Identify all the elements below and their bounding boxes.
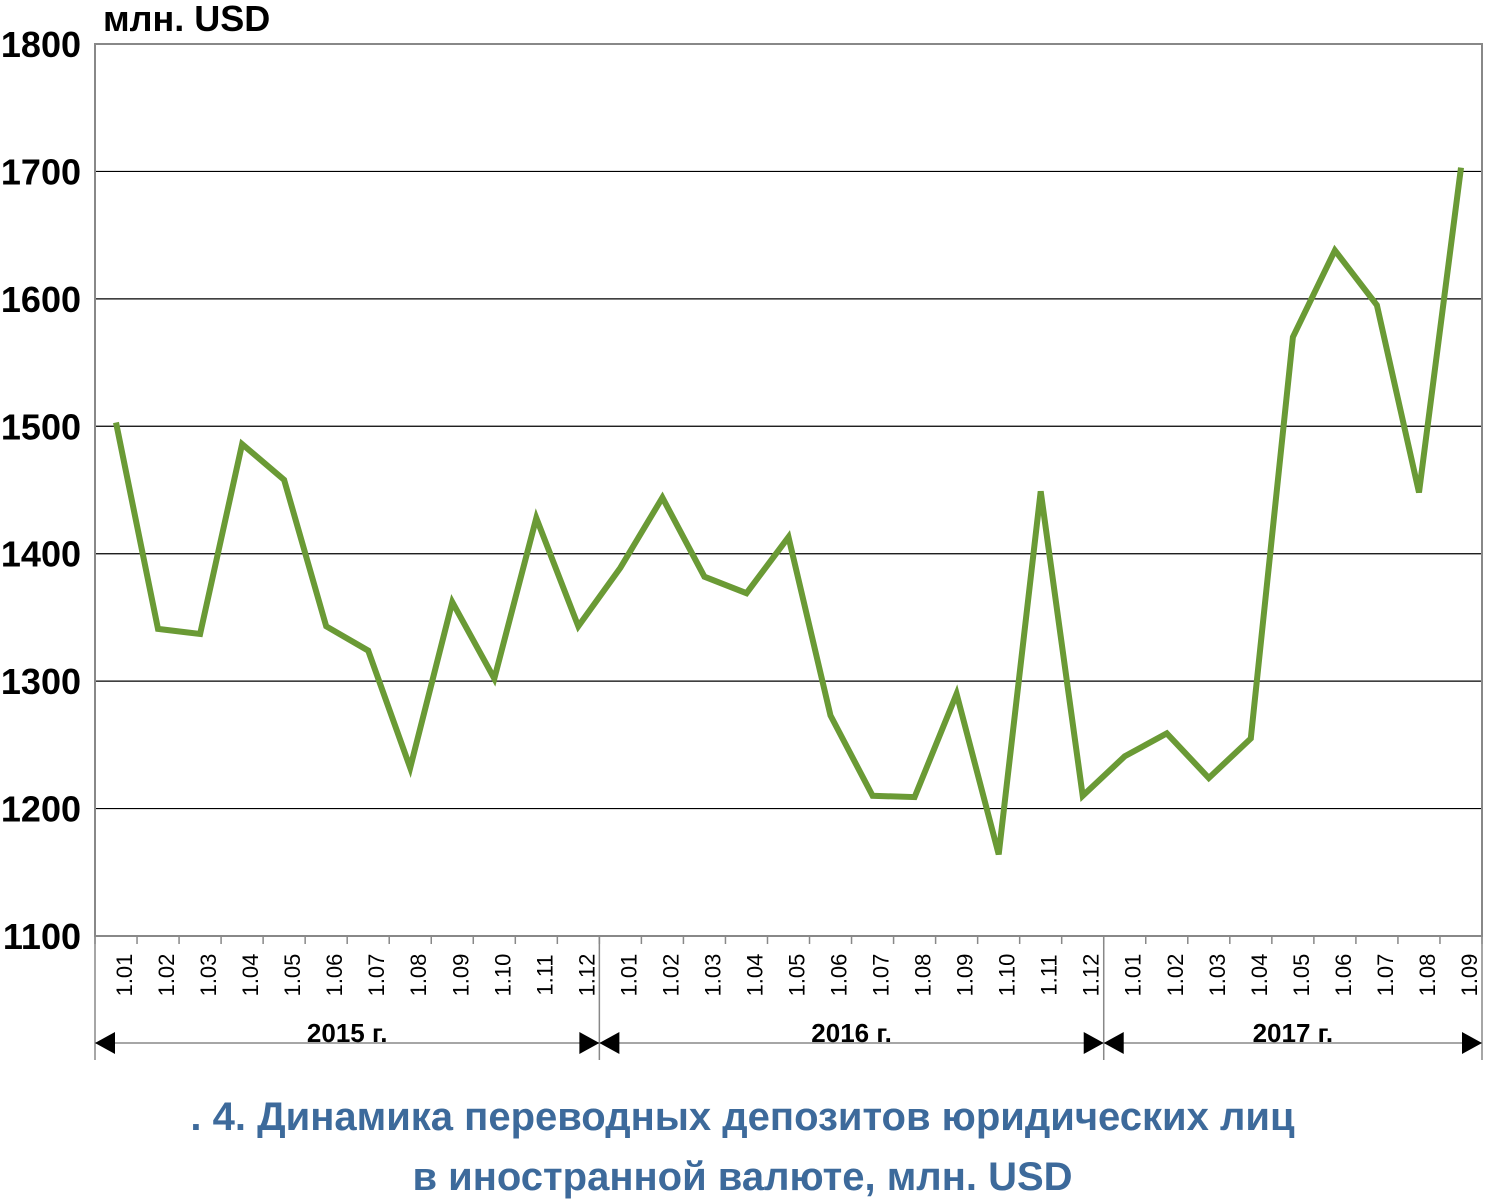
arrow-left-icon bbox=[1103, 1032, 1124, 1054]
arrow-left-icon bbox=[95, 1032, 115, 1054]
x-tick-label: 1.02 bbox=[658, 954, 683, 997]
x-tick-label: 1.07 bbox=[869, 954, 894, 997]
y-tick-label: 1500 bbox=[1, 406, 81, 447]
x-tick-label: 1.01 bbox=[616, 954, 641, 997]
x-tick-label: 1.05 bbox=[1289, 954, 1314, 997]
x-tick-label: 1.04 bbox=[742, 954, 767, 997]
x-tick-label: 1.10 bbox=[490, 954, 515, 997]
x-tick-label: 1.08 bbox=[911, 954, 936, 997]
x-tick-label: 1.09 bbox=[1457, 954, 1482, 997]
x-tick-labels: 1.01 1.02 1.03 1.04 1.05 1.06 1.07 1.08 1.09 1.10… bbox=[94, 935, 1483, 997]
year-group-label: 2017 г. bbox=[1253, 1018, 1334, 1048]
x-tick-label: 1.06 bbox=[827, 954, 852, 997]
arrow-left-icon bbox=[599, 1032, 620, 1054]
x-tick-label: 1.09 bbox=[448, 954, 473, 997]
x-tick-label: 1.08 bbox=[1415, 954, 1440, 997]
year-group-label: 2015 г. bbox=[307, 1018, 388, 1048]
x-tick-label: 1.12 bbox=[1079, 954, 1104, 997]
y-tick-label: 1800 bbox=[1, 24, 81, 65]
x-tick-label: 1.12 bbox=[574, 954, 599, 997]
x-tick-label: 1.11 bbox=[532, 954, 557, 995]
x-tick-label: 1.05 bbox=[785, 954, 810, 997]
plot-area-frame bbox=[94, 43, 1483, 937]
x-tick-label: 1.05 bbox=[280, 954, 305, 997]
x-tick-label: 1.07 bbox=[1373, 954, 1398, 997]
y-tick-label: 1100 bbox=[3, 916, 81, 957]
chart-caption-line-2: в иностранной валюте, млн. USD bbox=[412, 1155, 1073, 1199]
x-tick-label: 1.09 bbox=[953, 954, 978, 997]
x-tick-label: 1.03 bbox=[196, 954, 221, 997]
arrow-right-icon bbox=[1462, 1032, 1482, 1054]
y-tick-label: 1600 bbox=[1, 279, 81, 320]
x-tick-label: 1.04 bbox=[1247, 954, 1272, 997]
x-tick-label: 1.03 bbox=[1205, 954, 1230, 997]
gridlines bbox=[95, 170, 1482, 810]
y-tick-label: 1300 bbox=[1, 661, 81, 702]
y-tick-labels: 1100 1200 1300 1400 1500 1600 1700 1800 bbox=[1, 24, 81, 957]
y-tick-label: 1700 bbox=[1, 151, 81, 192]
x-tick-label: 1.11 bbox=[1037, 954, 1062, 995]
arrow-right-icon bbox=[1083, 1032, 1104, 1054]
year-group-label: 2016 г. bbox=[811, 1018, 892, 1048]
x-tick-label: 1.06 bbox=[322, 954, 347, 997]
line-chart: млн. USD 1100 1200 1300 1400 1500 1600 1700 180… bbox=[1, 0, 1483, 1060]
x-tick-label: 1.01 bbox=[112, 954, 137, 997]
x-tick-label: 1.06 bbox=[1331, 954, 1356, 997]
x-tick-label: 1.02 bbox=[154, 954, 179, 997]
year-groups: 2015 г. 2016 г. 2017 г. bbox=[94, 936, 1483, 1060]
x-tick-label: 1.04 bbox=[238, 954, 263, 997]
x-tick-label: 1.03 bbox=[700, 954, 725, 997]
x-tick-label: 1.07 bbox=[364, 954, 389, 997]
y-tick-label: 1400 bbox=[1, 534, 81, 575]
arrow-right-icon bbox=[579, 1032, 600, 1054]
x-tick-label: 1.08 bbox=[406, 954, 431, 997]
chart-caption-line-1: . 4. Динамика переводных депозитов юриди… bbox=[190, 1095, 1295, 1139]
series-line bbox=[113, 167, 1464, 856]
x-tick-label: 1.01 bbox=[1121, 954, 1146, 997]
y-tick-label: 1200 bbox=[1, 789, 81, 830]
y-axis-unit-label: млн. USD bbox=[103, 0, 270, 39]
x-tick-label: 1.02 bbox=[1163, 954, 1188, 997]
x-tick-label: 1.10 bbox=[995, 954, 1020, 997]
